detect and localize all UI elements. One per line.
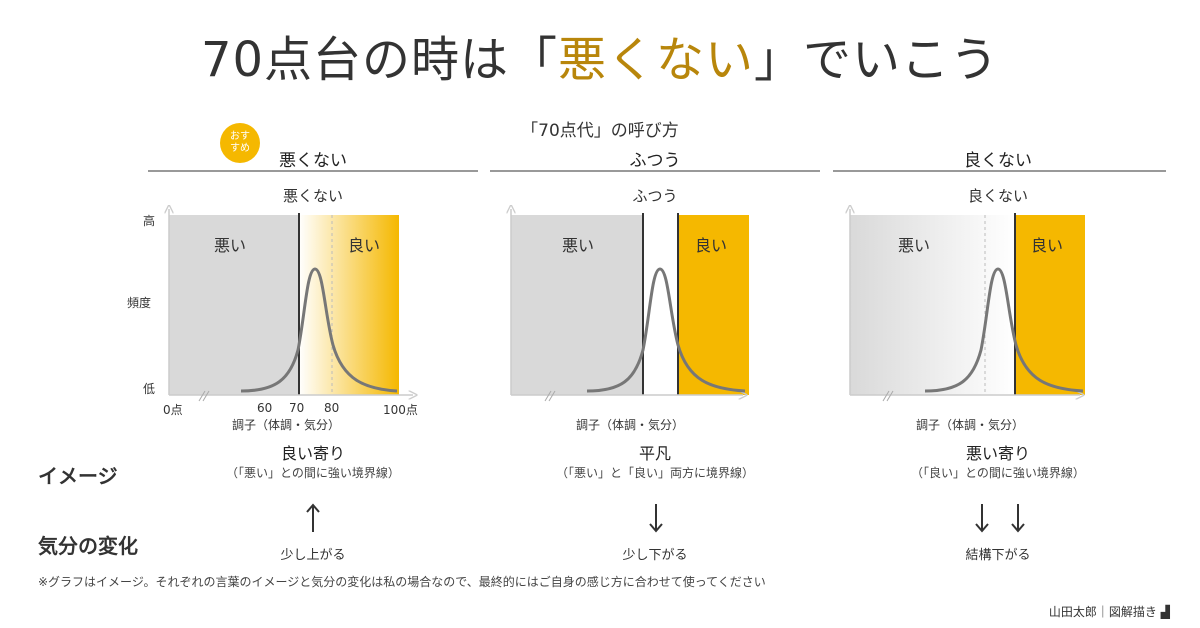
panel-label-2: ふつう (632, 187, 678, 205)
y-axis-label: 頻度 (127, 296, 152, 310)
mood-2: 少し下がる (622, 548, 688, 563)
y-axis-high: 高 (143, 214, 156, 228)
row-label-mood: 気分の変化 (38, 534, 138, 558)
footnote: ※グラフはイメージ。それぞれの言葉のイメージと気分の変化は私の場合なので、最終的… (38, 575, 766, 589)
column-divider-3 (833, 170, 1166, 172)
down-arrow-icon-a (975, 504, 989, 533)
row-label-image: イメージ (38, 464, 118, 488)
down-arrow-icon-b (1011, 504, 1025, 533)
badge-line2: すめ (230, 143, 250, 154)
bad-region-1 (169, 215, 299, 395)
axis-break-2b (548, 390, 556, 402)
credit-text: 山田太郎｜図解描き (1048, 605, 1157, 619)
image-main-3: 悪い寄り (965, 444, 1030, 463)
bad-label-2: 悪い (562, 236, 595, 255)
axis-break-1 (198, 390, 206, 402)
down-arrow-icon (649, 504, 663, 533)
x-tick-80: 80 (324, 401, 340, 415)
panel-label-3: 良くない (967, 187, 1028, 205)
y-axis-low: 低 (143, 382, 156, 396)
good-region-3 (1015, 215, 1085, 395)
mood-3: 結構下がる (965, 548, 1031, 563)
column-head-1: 悪くない (279, 151, 347, 171)
title-pre: 70点台の時は「 (200, 32, 559, 88)
recommended-badge: おす すめ (220, 123, 260, 163)
x-tick-60: 60 (257, 401, 273, 415)
axis-break-2 (544, 390, 552, 402)
bad-label-3: 悪い (898, 236, 931, 255)
image-main-2: 平凡 (638, 444, 671, 463)
x-axis-label-2: 調子（体調・気分） (576, 418, 685, 432)
image-sub-3: （「良い」との間に強い境界線） (911, 466, 1085, 480)
image-sub-2: （「悪い」と「良い」両方に境界線） (555, 466, 754, 480)
bad-label-1: 悪い (214, 236, 247, 255)
good-region-1 (299, 215, 399, 395)
x-axis-label-1: 調子（体調・気分） (232, 418, 341, 432)
up-arrow-icon (306, 503, 320, 532)
page-title: 70点台の時は「悪くない」でいこう (0, 20, 1200, 90)
distribution-curve-2 (586, 267, 746, 393)
column-head-2: ふつう (629, 151, 681, 171)
chart-panel-2 (511, 209, 749, 402)
x-tick-0: 0点 (163, 403, 183, 417)
column-divider-2 (490, 170, 820, 172)
chart-panel-1 (169, 209, 413, 402)
title-highlight: 悪くない (558, 32, 755, 88)
axis-break-3 (882, 390, 890, 402)
frequency-charts (155, 205, 1085, 402)
axis-break-1b (202, 390, 210, 402)
credit: 山田太郎｜図解描き ▟ (1049, 603, 1170, 620)
title-post: 」でいこう (754, 32, 1000, 88)
bad-region-2 (511, 215, 643, 395)
badge-line1: おす (230, 131, 250, 142)
subtitle: 「70点代」の呼び方 (521, 121, 679, 141)
person-at-desk-icon: ▟ (1160, 605, 1170, 619)
good-region-2 (678, 215, 749, 395)
panel-label-1: 悪くない (282, 187, 343, 205)
good-label-1: 良い (348, 236, 381, 255)
mood-1: 少し上がる (280, 548, 346, 563)
bad-region-3 (850, 215, 1015, 395)
image-main-1: 良い寄り (280, 444, 345, 463)
x-axis-label-3: 調子（体調・気分） (916, 418, 1025, 432)
good-label-2: 良い (695, 236, 728, 255)
image-sub-1: （「悪い」との間に強い境界線） (226, 466, 400, 480)
distribution-curve-3 (924, 267, 1084, 393)
column-divider-1 (148, 170, 478, 172)
distribution-curve-1 (240, 267, 398, 393)
chart-panel-3 (850, 209, 1085, 402)
column-head-3: 良くない (964, 151, 1032, 171)
mood-arrows (306, 503, 1025, 533)
x-tick-70: 70 (289, 401, 305, 415)
good-label-3: 良い (1031, 236, 1064, 255)
axis-break-3b (886, 390, 894, 402)
x-tick-100: 100点 (383, 403, 418, 417)
